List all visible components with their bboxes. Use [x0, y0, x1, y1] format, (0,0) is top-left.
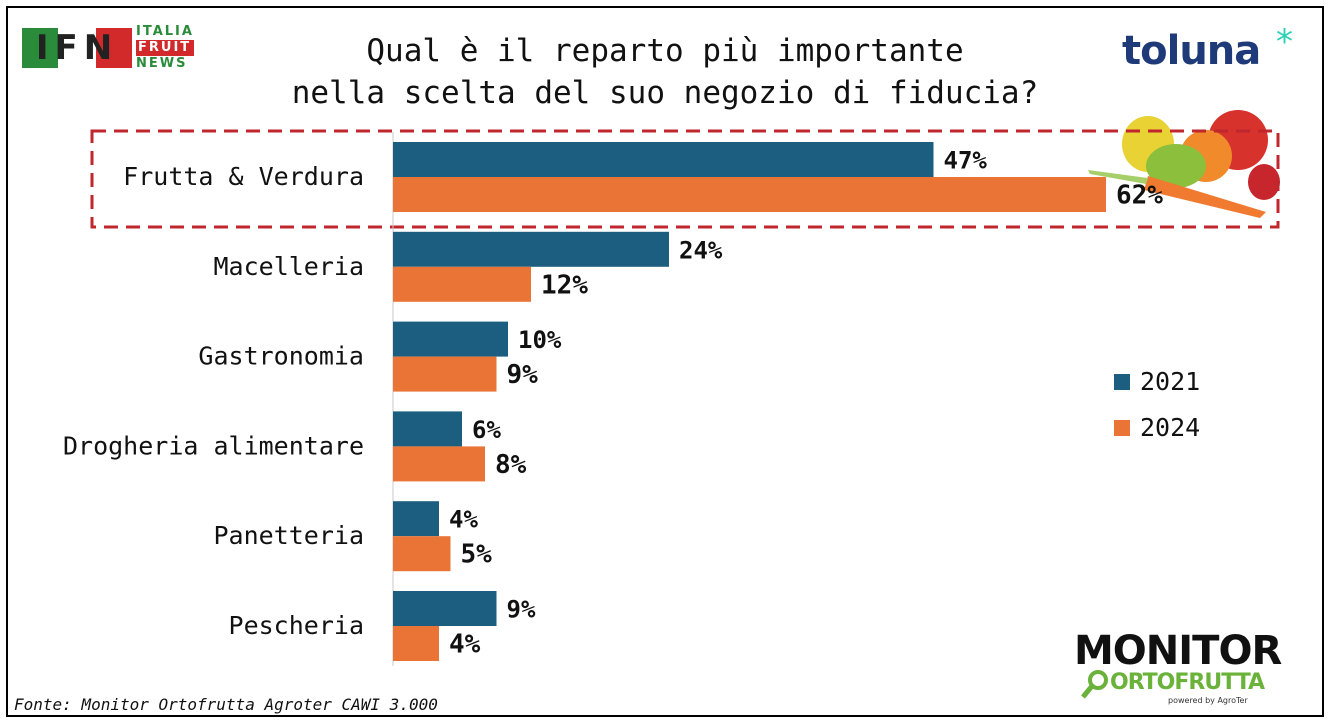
- data-label-pescheria-2024: 4%: [449, 630, 481, 660]
- category-label-drogheria-alimentare: Drogheria alimentare: [63, 431, 364, 460]
- data-label-macelleria-2021: 24%: [679, 236, 723, 264]
- bar-pescheria-2024: [393, 626, 439, 661]
- data-label-frutta-verdura-2024: 62%: [1116, 181, 1163, 211]
- legend-label-2024: 2024: [1140, 413, 1201, 442]
- toluna-star-icon: *: [1276, 22, 1293, 62]
- chart-title-line-2: nella scelta del suo negozio di fiducia?: [291, 75, 1039, 111]
- ifn-logo-line2: FRUIT: [136, 40, 194, 56]
- category-label-gastronomia: Gastronomia: [198, 342, 364, 371]
- bar-frutta-verdura-2021: [393, 142, 934, 177]
- bar-pescheria-2021: [393, 591, 497, 626]
- toluna-logo: toluna: [1122, 28, 1261, 74]
- monitor-logo-line2: ORTOFRUTTA: [1110, 670, 1265, 695]
- category-label-pescheria: Pescheria: [229, 611, 364, 640]
- legend-label-2021: 2021: [1140, 367, 1201, 396]
- data-label-gastronomia-2021: 10%: [518, 326, 562, 354]
- legend-swatch-2024: [1114, 420, 1130, 436]
- bar-gastronomia-2021: [393, 321, 508, 357]
- chart-title-line-1: Qual è il reparto più importante: [366, 33, 964, 69]
- ifn-logo: IFN ITALIA FRUIT NEWS: [22, 24, 207, 72]
- bar-panetteria-2024: [393, 536, 451, 572]
- chart-title: Qual è il reparto più importante nella s…: [230, 30, 1100, 114]
- data-label-panetteria-2024: 5%: [461, 540, 493, 570]
- monitor-logo-line3: powered by AgroTer: [1168, 696, 1248, 705]
- category-label-macelleria: Macelleria: [213, 252, 364, 281]
- monitor-logo-line1: MONITOR: [1074, 628, 1282, 674]
- bar-macelleria-2021: [393, 231, 669, 267]
- ifn-logo-line1: ITALIA: [136, 24, 194, 39]
- ifn-logo-line3: NEWS: [136, 56, 188, 71]
- data-label-pescheria-2021: 9%: [507, 596, 536, 624]
- plot-area: Frutta & Verdura 47% 62% Macelleria 24% 12% Ga…: [63, 142, 1163, 661]
- source-note: Fonte: Monitor Ortofrutta Agroter CAWI 3…: [14, 695, 438, 714]
- category-label-frutta-verdura: Frutta & Verdura: [123, 162, 364, 191]
- highlight-box: [90, 129, 1280, 229]
- bar-frutta-verdura-2024: [393, 177, 1106, 212]
- vegetables-icon: [1088, 110, 1280, 218]
- data-label-gastronomia-2024: 9%: [507, 360, 539, 390]
- ifn-logo-letters: IFN: [35, 28, 119, 68]
- category-label-panetteria: Panetteria: [213, 521, 364, 550]
- bar-drogheria-alimentare-2021: [393, 411, 462, 447]
- bar-gastronomia-2024: [393, 356, 497, 392]
- bar-macelleria-2024: [393, 266, 531, 302]
- data-label-macelleria-2024: 12%: [541, 270, 588, 300]
- data-label-frutta-verdura-2021: 47%: [944, 147, 988, 175]
- data-label-drogheria-alimentare-2024: 8%: [495, 450, 527, 480]
- data-label-drogheria-alimentare-2021: 6%: [472, 416, 501, 444]
- data-label-panetteria-2021: 4%: [449, 506, 478, 534]
- monitor-ortofrutta-logo: MONITOR ORTOFRUTTA powered by AgroTer: [1070, 628, 1310, 708]
- legend-swatch-2021: [1114, 374, 1130, 390]
- bar-panetteria-2021: [393, 501, 439, 537]
- magnifier-icon: [1081, 670, 1108, 699]
- chart-frame: [6, 6, 1324, 717]
- bar-drogheria-alimentare-2024: [393, 446, 485, 482]
